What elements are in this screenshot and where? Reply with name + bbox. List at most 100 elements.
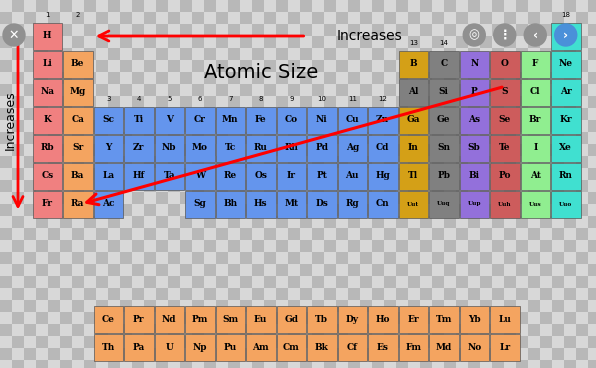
Bar: [336, 240, 348, 252]
Bar: [576, 216, 588, 228]
Bar: [96, 72, 108, 84]
Bar: [132, 336, 144, 348]
Bar: [156, 144, 168, 156]
Bar: [288, 228, 300, 240]
Bar: [444, 12, 456, 24]
Bar: [132, 288, 144, 300]
Bar: [564, 120, 576, 132]
Bar: [168, 264, 180, 276]
Bar: [120, 108, 132, 120]
Bar: [420, 24, 432, 36]
Bar: [372, 300, 384, 312]
Bar: [108, 360, 120, 368]
Bar: [72, 216, 84, 228]
Bar: [276, 96, 288, 108]
Bar: [348, 120, 360, 132]
Bar: [372, 108, 384, 120]
Bar: [444, 36, 456, 48]
Bar: [204, 300, 216, 312]
Bar: [84, 348, 96, 360]
Bar: [444, 264, 456, 276]
Bar: [120, 132, 132, 144]
Bar: [132, 108, 144, 120]
Bar: [180, 60, 192, 72]
Bar: [468, 252, 480, 264]
Bar: [492, 168, 504, 180]
Bar: [96, 60, 108, 72]
Bar: [480, 156, 492, 168]
Bar: [216, 12, 228, 24]
Bar: [144, 288, 156, 300]
Bar: [396, 180, 408, 192]
Bar: [72, 312, 84, 324]
Bar: [72, 348, 84, 360]
Bar: [336, 336, 348, 348]
Bar: [492, 240, 504, 252]
Bar: [300, 156, 312, 168]
Bar: [576, 300, 588, 312]
Bar: [324, 348, 336, 360]
Bar: [348, 252, 360, 264]
Bar: [0, 336, 12, 348]
Bar: [504, 348, 516, 360]
Text: Lr: Lr: [499, 343, 510, 351]
Bar: [588, 216, 596, 228]
Bar: [204, 0, 216, 12]
Bar: [540, 276, 552, 288]
Bar: [420, 252, 432, 264]
Bar: [336, 12, 348, 24]
Bar: [460, 134, 489, 162]
Text: 8: 8: [259, 96, 263, 102]
Bar: [12, 324, 24, 336]
Text: Pb: Pb: [437, 171, 450, 180]
Bar: [396, 204, 408, 216]
Bar: [180, 216, 192, 228]
Bar: [168, 348, 180, 360]
Bar: [480, 216, 492, 228]
Bar: [480, 300, 492, 312]
Bar: [0, 72, 12, 84]
Bar: [36, 300, 48, 312]
Bar: [228, 276, 240, 288]
Text: 16: 16: [500, 40, 509, 46]
Bar: [384, 288, 396, 300]
Bar: [96, 168, 108, 180]
Bar: [576, 252, 588, 264]
Bar: [528, 300, 540, 312]
Bar: [324, 156, 336, 168]
Bar: [33, 163, 62, 190]
Bar: [48, 132, 60, 144]
Bar: [384, 204, 396, 216]
Bar: [324, 276, 336, 288]
Bar: [516, 276, 528, 288]
Bar: [24, 228, 36, 240]
Bar: [300, 108, 312, 120]
Bar: [33, 22, 62, 50]
Bar: [168, 324, 180, 336]
Bar: [24, 84, 36, 96]
Bar: [480, 72, 492, 84]
Bar: [156, 120, 168, 132]
Bar: [460, 163, 489, 190]
Bar: [516, 312, 528, 324]
Bar: [252, 336, 264, 348]
Bar: [588, 108, 596, 120]
Bar: [84, 288, 96, 300]
Bar: [396, 276, 408, 288]
Bar: [324, 120, 336, 132]
Bar: [156, 132, 168, 144]
Bar: [204, 276, 216, 288]
Bar: [564, 144, 576, 156]
Bar: [300, 252, 312, 264]
Bar: [156, 300, 168, 312]
Bar: [72, 252, 84, 264]
Bar: [368, 191, 398, 217]
Bar: [216, 156, 228, 168]
Text: Fe: Fe: [255, 116, 266, 124]
Bar: [576, 0, 588, 12]
Bar: [552, 144, 564, 156]
Bar: [0, 288, 12, 300]
Bar: [468, 120, 480, 132]
Bar: [132, 0, 144, 12]
Bar: [336, 216, 348, 228]
